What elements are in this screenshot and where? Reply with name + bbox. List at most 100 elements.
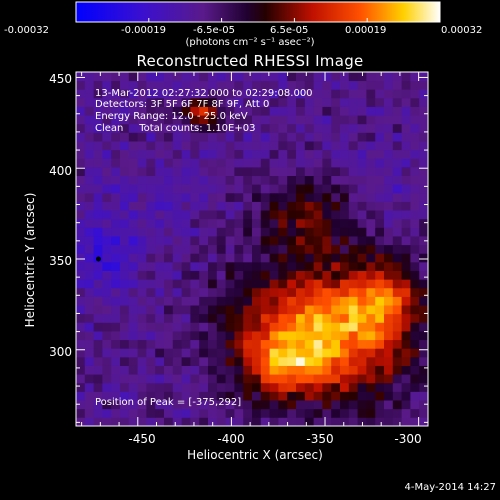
- heatmap-cell: [252, 89, 262, 99]
- heatmap-cell: [128, 115, 138, 125]
- heatmap-cell: [357, 192, 367, 202]
- heatmap-cell: [111, 348, 121, 358]
- heatmap-cell: [260, 313, 270, 323]
- heatmap-cell: [225, 218, 235, 228]
- heatmap-cell: [137, 123, 147, 133]
- heatmap-cell: [128, 201, 138, 211]
- heatmap-cell: [322, 339, 332, 349]
- heatmap-cell: [190, 417, 200, 427]
- heatmap-cell: [216, 218, 226, 228]
- heatmap-cell: [243, 313, 253, 323]
- heatmap-cell: [384, 408, 394, 418]
- heatmap-cell: [225, 236, 235, 246]
- heatmap-cell: [278, 184, 288, 194]
- heatmap-cell: [120, 149, 130, 159]
- heatmap-cell: [296, 322, 306, 332]
- heatmap-cell: [208, 408, 218, 418]
- heatmap-cell: [243, 296, 253, 306]
- heatmap-cell: [199, 261, 209, 271]
- heatmap-cell: [392, 218, 402, 228]
- heatmap-cell: [375, 166, 385, 177]
- heatmap-cell: [84, 236, 94, 246]
- heatmap-cell: [375, 184, 385, 194]
- heatmap-cell: [401, 374, 411, 384]
- heatmap-cell: [384, 279, 394, 289]
- heatmap-cell: [419, 89, 429, 99]
- heatmap-cell: [296, 201, 306, 211]
- heatmap-cell: [76, 270, 86, 280]
- heatmap-cell: [287, 348, 297, 358]
- heatmap-cell: [172, 296, 182, 306]
- heatmap-cell: [252, 106, 262, 116]
- heatmap-cell: [164, 391, 174, 401]
- heatmap-cell: [93, 89, 103, 99]
- heatmap-cell: [269, 374, 279, 384]
- heatmap-cell: [269, 296, 279, 306]
- heatmap-cell: [93, 279, 103, 289]
- heatmap-cell: [366, 356, 376, 366]
- heatmap-cell: [322, 184, 332, 194]
- heatmap-cell: [392, 270, 402, 280]
- heatmap-cell: [375, 72, 385, 82]
- heatmap-cell: [155, 227, 165, 237]
- heatmap-cell: [243, 382, 253, 392]
- heatmap-cell: [172, 382, 182, 392]
- heatmap-cell: [410, 270, 420, 280]
- heatmap-cell: [216, 253, 226, 263]
- heatmap-cell: [190, 80, 200, 90]
- heatmap-cell: [401, 166, 411, 177]
- heatmap-cell: [225, 279, 235, 289]
- heatmap-cell: [269, 227, 279, 237]
- heatmap-cell: [313, 192, 323, 202]
- heatmap-cell: [287, 365, 297, 375]
- heatmap-cell: [322, 322, 332, 332]
- heatmap-cell: [366, 149, 376, 159]
- x-tick-label: -450: [128, 432, 156, 446]
- heatmap-cell: [278, 201, 288, 211]
- heatmap-cell: [146, 218, 156, 228]
- heatmap-cell: [357, 149, 367, 159]
- heatmap-cell: [304, 175, 314, 185]
- heatmap-cell: [357, 253, 367, 263]
- heatmap-cell: [260, 331, 270, 341]
- heatmap-cell: [120, 80, 130, 90]
- heatmap-cell: [190, 408, 200, 418]
- heatmap-cell: [84, 391, 94, 401]
- heatmap-cell: [216, 192, 226, 202]
- heatmap-cell: [392, 382, 402, 392]
- heatmap-cell: [287, 158, 297, 168]
- heatmap-cell: [102, 72, 112, 82]
- heatmap-cell: [384, 149, 394, 159]
- heatmap-cell: [111, 123, 121, 133]
- heatmap-cell: [208, 192, 218, 202]
- heatmap-cell: [340, 89, 350, 99]
- heatmap-cell: [410, 279, 420, 289]
- heatmap-cell: [164, 374, 174, 384]
- heatmap-cell: [84, 141, 94, 151]
- heatmap-cell: [384, 227, 394, 237]
- heatmap-cell: [128, 175, 138, 185]
- heatmap-cell: [260, 287, 270, 297]
- heatmap-cell: [225, 261, 235, 271]
- heatmap-cell: [172, 192, 182, 202]
- heatmap-cell: [392, 132, 402, 142]
- heatmap-cell: [172, 80, 182, 90]
- heatmap-cell: [76, 408, 86, 418]
- heatmap-cell: [296, 227, 306, 237]
- heatmap-cell: [190, 141, 200, 151]
- heatmap-cell: [164, 339, 174, 349]
- heatmap-cell: [366, 270, 376, 280]
- heatmap-cell: [375, 158, 385, 168]
- heatmap-cell: [269, 218, 279, 228]
- heatmap-cell: [419, 80, 429, 90]
- heatmap-cell: [331, 184, 341, 194]
- heatmap-cell: [155, 89, 165, 99]
- heatmap-cell: [419, 97, 429, 107]
- heatmap-cell: [76, 287, 86, 297]
- heatmap-cell: [208, 201, 218, 211]
- heatmap-cell: [208, 115, 218, 125]
- heatmap-cell: [172, 97, 182, 107]
- heatmap-cell: [128, 287, 138, 297]
- heatmap-cell: [392, 391, 402, 401]
- y-tick-label: 450: [49, 72, 72, 86]
